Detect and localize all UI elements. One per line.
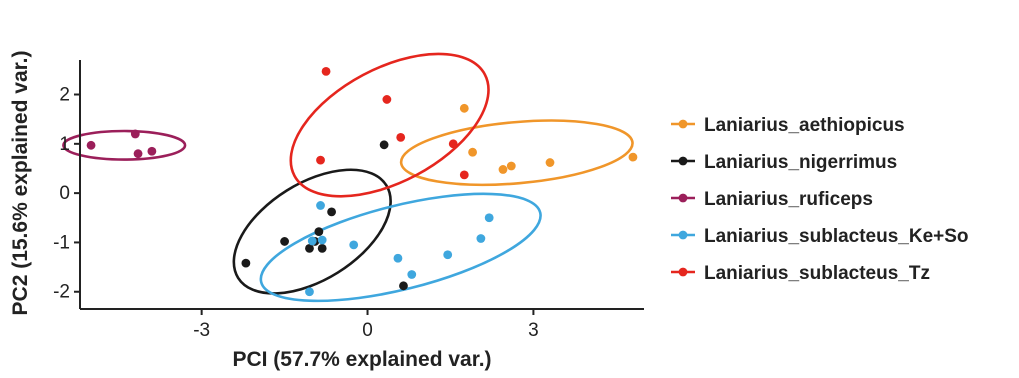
data-point-0-2 — [498, 165, 508, 174]
x-axis-title: PCI (57.7% explained var.) — [232, 348, 491, 371]
y-tick-label: -2 — [53, 282, 70, 303]
x-tick-label: -3 — [193, 320, 210, 341]
data-point-4-3 — [448, 139, 458, 149]
data-point-1-8 — [399, 281, 408, 291]
data-point-2-1 — [130, 129, 140, 139]
legend-item-0: Laniarius_aethiopicus — [671, 115, 905, 136]
data-point-3-9 — [305, 287, 314, 297]
data-point-0-3 — [506, 161, 516, 171]
data-point-4-1 — [382, 95, 392, 104]
y-tick-label: 2 — [59, 85, 70, 106]
confidence-ellipse-0 — [399, 119, 634, 187]
legend-label: Laniarius_sublacteus_Tz — [704, 263, 930, 284]
data-point-2-3 — [147, 146, 157, 156]
confidence-ellipse-1 — [232, 168, 392, 295]
y-axis-title: PC2 (15.6% explained var.) — [9, 51, 32, 316]
legend-label: Laniarius_ruficeps — [704, 189, 873, 210]
data-point-1-1 — [327, 207, 336, 217]
data-point-0-5 — [628, 152, 638, 162]
points-layer — [86, 66, 638, 297]
data-point-4-4 — [459, 170, 469, 180]
data-point-3-2 — [317, 235, 327, 245]
y-tick-label: 1 — [59, 134, 70, 155]
data-point-2-0 — [86, 140, 96, 150]
legend-swatch-dot — [678, 119, 688, 129]
legend-label: Laniarius_aethiopicus — [704, 115, 905, 136]
data-point-3-7 — [476, 234, 486, 243]
legend-item-4: Laniarius_sublacteus_Tz — [671, 263, 930, 284]
legend-item-2: Laniarius_ruficeps — [671, 189, 873, 210]
x-tick-label: 3 — [528, 320, 539, 341]
data-point-4-2 — [396, 133, 406, 142]
legend-swatch-dot — [678, 267, 688, 277]
data-point-1-0 — [379, 140, 389, 150]
data-point-3-4 — [393, 253, 403, 263]
legend-swatch-dot — [678, 230, 688, 240]
confidence-ellipse-3 — [259, 192, 542, 303]
data-point-2-2 — [133, 149, 143, 159]
data-point-4-5 — [316, 155, 325, 165]
confidence-ellipse-2 — [62, 129, 187, 161]
data-point-3-0 — [316, 201, 325, 210]
legend-item-3: Laniarius_sublacteus_Ke+So — [671, 226, 969, 247]
legend: Laniarius_aethiopicus Laniarius_nigerrimu… — [671, 115, 969, 284]
data-point-0-1 — [468, 147, 477, 157]
legend-swatch-dot — [678, 156, 688, 166]
data-point-1-5 — [317, 243, 327, 253]
confidence-ellipse-4 — [289, 52, 490, 198]
data-point-3-6 — [443, 250, 453, 260]
ellipses-layer — [62, 52, 634, 303]
data-point-3-3 — [349, 240, 359, 250]
data-point-0-0 — [459, 103, 469, 113]
legend-item-1: Laniarius_nigerrimus — [671, 152, 897, 173]
y-tick-label: -1 — [53, 232, 70, 253]
ticks-layer: -3 0 3 2 1 0 -1 -2 — [53, 85, 539, 341]
x-tick-label: 0 — [362, 320, 373, 341]
data-point-4-0 — [321, 66, 331, 76]
legend-swatch-dot — [678, 193, 688, 203]
data-point-3-1 — [307, 236, 317, 246]
y-tick-label: 0 — [59, 183, 70, 204]
data-point-1-4 — [305, 243, 314, 253]
data-point-3-5 — [407, 270, 417, 279]
legend-label: Laniarius_nigerrimus — [704, 152, 897, 173]
data-point-3-8 — [484, 213, 494, 223]
data-point-0-4 — [545, 158, 555, 167]
data-point-1-7 — [241, 258, 251, 268]
legend-label: Laniarius_sublacteus_Ke+So — [704, 226, 969, 247]
data-point-1-6 — [280, 237, 289, 246]
data-point-1-2 — [314, 227, 324, 236]
